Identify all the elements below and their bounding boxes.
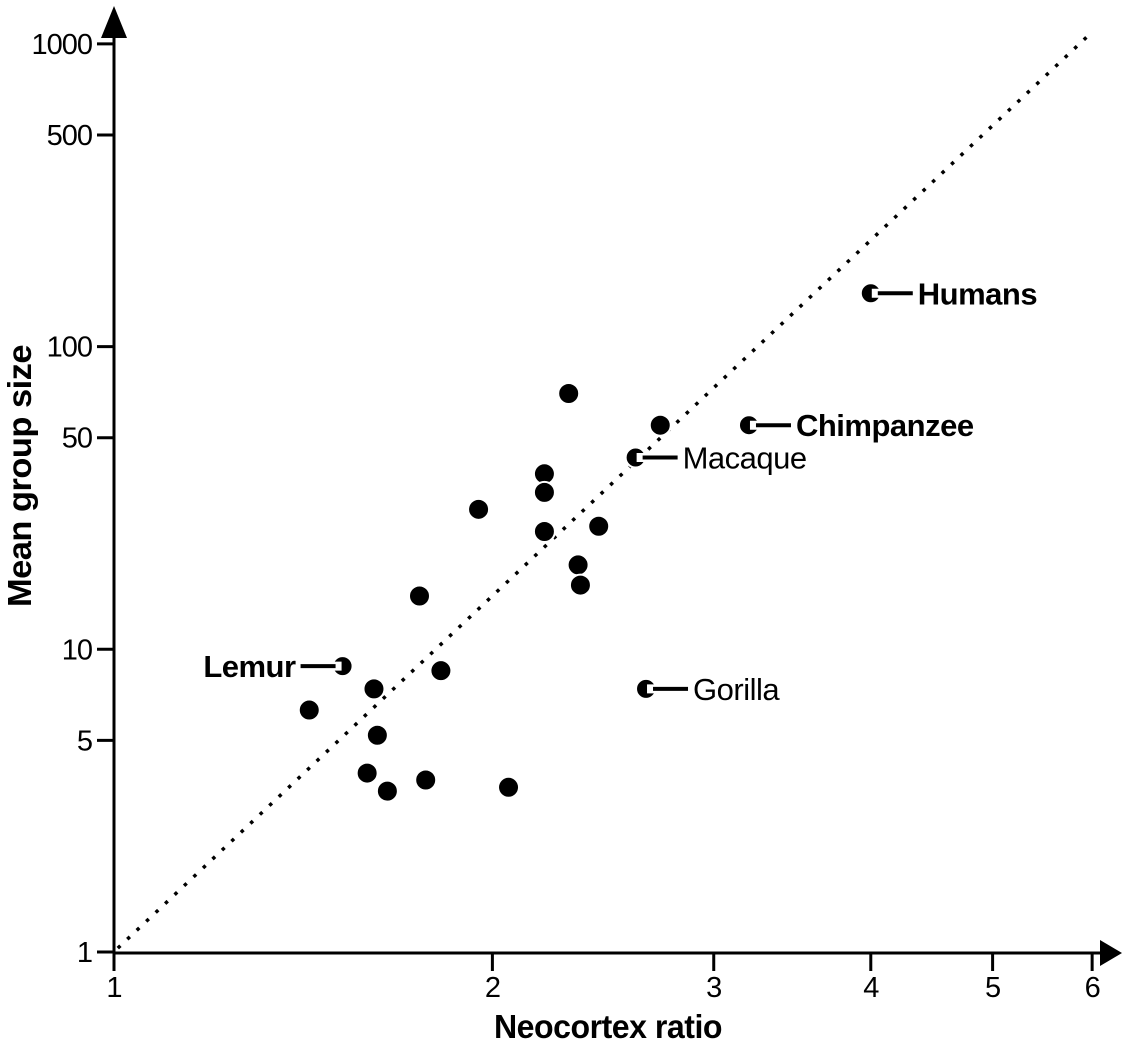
y-tick-label: 10 [62,634,92,666]
species-label-chimpanzee: Chimpanzee [796,408,974,443]
data-point [566,553,590,577]
species-labels: Lemur Macaque Gorilla Chimpanzee Humans [203,276,1037,707]
data-point [365,723,389,747]
data-point [375,779,399,803]
x-tick-label: 3 [706,972,721,1004]
regression-line [116,30,1094,950]
data-point [362,677,386,701]
data-point [648,413,672,437]
x-tick-label: 6 [1085,972,1100,1004]
y-tick-label: 50 [62,423,92,455]
data-point [532,519,556,543]
y-tick-label: 1 [77,937,92,969]
axis-ticks: 1 2 3 4 5 6 1 5 10 50 100 500 1000 [31,29,1100,1004]
data-point [557,381,581,405]
data-point [297,698,321,722]
species-label-gorilla: Gorilla [693,672,780,707]
x-tick-label: 2 [485,972,500,1004]
species-label-humans: Humans [918,276,1037,311]
data-point [497,775,521,799]
data-points [297,282,882,803]
x-tick-label: 4 [863,972,879,1004]
data-point [467,497,491,521]
x-tick-label: 5 [985,972,1000,1004]
data-point [568,573,592,597]
y-tick-label: 500 [47,120,92,152]
data-point [429,659,453,683]
y-axis-arrowhead-icon [101,6,127,38]
species-label-macaque: Macaque [683,441,807,476]
x-tick-label: 1 [106,972,121,1004]
y-tick-label: 5 [77,725,92,757]
x-axis-arrowhead-icon [1100,940,1122,966]
data-point [532,480,556,504]
y-tick-label: 100 [47,332,92,364]
y-tick-label: 1000 [31,29,92,61]
x-axis-title: Neocortex ratio [494,1008,722,1045]
data-point [407,584,431,608]
data-point [414,768,438,792]
species-label-lemur: Lemur [203,649,296,684]
data-point [587,514,611,538]
data-point [355,761,379,785]
y-axis-title: Mean group size [1,345,38,607]
